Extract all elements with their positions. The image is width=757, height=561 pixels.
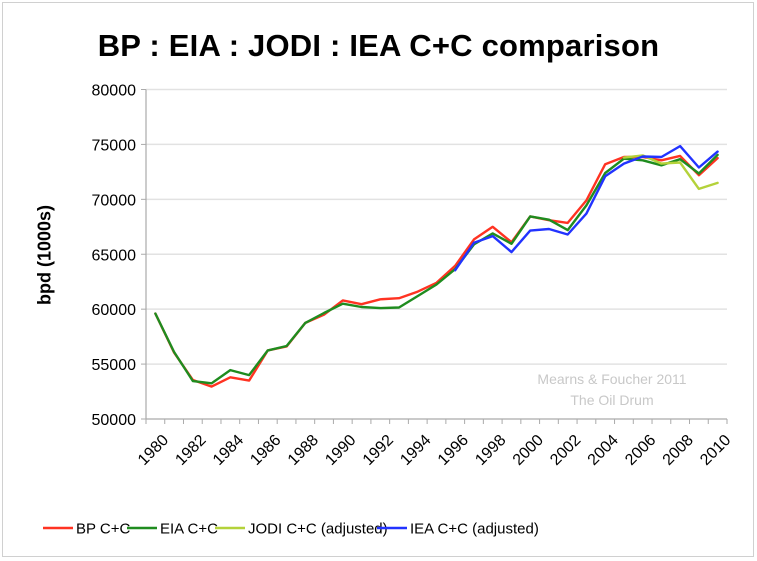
x-tick-label: 1986	[247, 432, 284, 469]
watermark-line-1: Mearns & Foucher 2011	[537, 371, 686, 387]
y-tick-label: 65000	[92, 247, 137, 264]
x-tick-label: 1980	[135, 432, 172, 469]
series-line-jodi-c-c-adjusted	[622, 154, 719, 191]
x-tick-label: 1984	[210, 432, 247, 469]
legend: BP C+C EIA C+C JODI C+C (adjusted) IEA C+C …	[43, 521, 539, 538]
x-tick-label: 2008	[660, 432, 697, 469]
x-tick-label: 2000	[510, 432, 547, 469]
legend-label: BP C+C	[76, 521, 130, 538]
series-line-eia-c-c	[154, 153, 719, 385]
legend-label: EIA C+C	[160, 521, 218, 538]
x-tick-label: 1982	[172, 432, 209, 469]
y-tick-label: 75000	[92, 137, 137, 154]
x-tick-label: 2006	[622, 432, 659, 469]
legend-item-bp-c-c: BP C+C	[43, 521, 130, 538]
x-tick-label: 1996	[435, 432, 472, 469]
series-line-iea-c-c-adjusted	[454, 144, 719, 272]
legend-item-iea-c-c-adjusted: IEA C+C (adjusted)	[377, 521, 539, 538]
y-tick-label: 55000	[92, 357, 137, 374]
series-line-bp-c-c	[154, 154, 719, 388]
x-tick-label: 1988	[285, 432, 322, 469]
x-tick-label: 2010	[697, 432, 734, 469]
y-tick-label: 60000	[92, 302, 137, 319]
gridlines	[141, 88, 727, 420]
watermark-line-2: The Oil Drum	[570, 392, 653, 408]
legend-item-jodi-c-c-adjusted: JODI C+C (adjusted)	[215, 521, 388, 538]
legend-label: IEA C+C (adjusted)	[410, 521, 539, 538]
legend-item-eia-c-c: EIA C+C	[127, 521, 218, 538]
x-tick-label: 1990	[322, 432, 359, 469]
y-tick-labels: 50000 55000 60000 65000 70000 75000 80000	[92, 83, 137, 430]
x-tick-label: 1994	[397, 432, 434, 469]
x-tick-labels: 1980 1982 1984 1986 1988 1990 1992 1994 1996 1998…	[135, 432, 735, 469]
x-tick-label: 2002	[547, 432, 584, 469]
y-tick-label: 70000	[92, 192, 137, 209]
chart-title: BP : EIA : JODI : IEA C+C comparison	[97, 28, 660, 63]
legend-label: JODI C+C (adjusted)	[248, 521, 388, 538]
axes	[145, 89, 728, 424]
y-tick-label: 50000	[92, 412, 137, 429]
x-tick-label: 1992	[360, 432, 397, 469]
watermark: Mearns & Foucher 2011 The Oil Drum	[537, 371, 686, 408]
x-tick-label: 2004	[585, 432, 622, 469]
x-tick-label: 1998	[472, 432, 509, 469]
series-lines	[154, 144, 719, 388]
y-tick-label: 80000	[92, 83, 137, 100]
